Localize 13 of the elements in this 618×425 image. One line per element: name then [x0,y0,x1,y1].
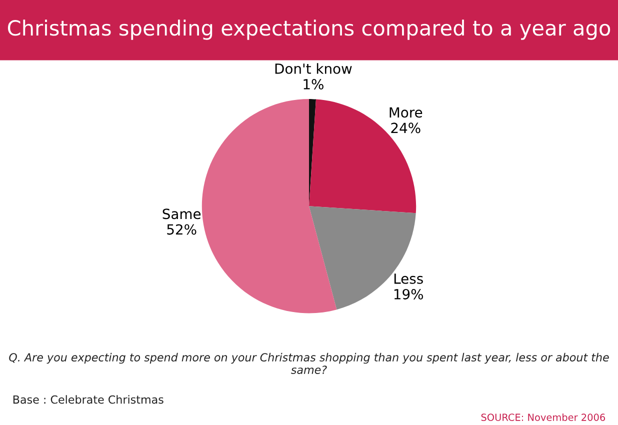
data-label: 19% [394,288,424,300]
text: Q. Are you expecting to spend more on your Christmas shopping than you spent last year, less or about the same? [9,352,609,374]
text: Base : Celebrate Christmas [13,395,164,404]
data-label: 24% [391,122,420,134]
pie-slice [202,99,337,314]
slice-label: Less [394,274,423,284]
slice-label: More [390,107,422,118]
data-label: 1% [304,78,324,90]
slice-label: Same [162,208,201,220]
data-label: 52% [167,224,196,235]
chart-title: Christmas spending expectations compared to a year ago [8,20,610,40]
source-note: SOURCE: November 2006 [481,413,606,421]
slice-label: Don't know [275,63,352,74]
